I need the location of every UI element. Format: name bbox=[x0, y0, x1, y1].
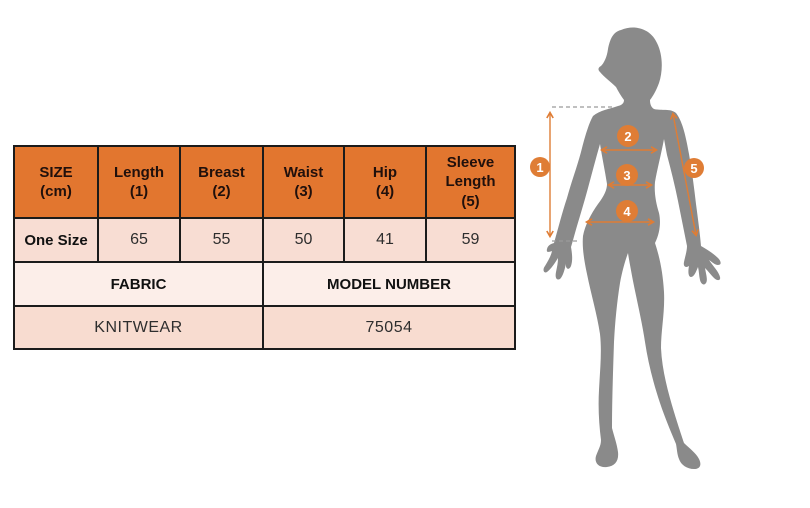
column-number: (5) bbox=[461, 192, 480, 210]
column-number: (cm) bbox=[40, 183, 72, 200]
waist-marker-number: 3 bbox=[623, 168, 630, 183]
one-size-row: One Size 65 55 50 41 59 bbox=[13, 217, 516, 263]
column-name: Breast bbox=[198, 163, 245, 181]
fabric-value-cell: KNITWEAR bbox=[13, 305, 264, 350]
size-chart-table: SIZE (cm) Length (1) Breast (2) Waist (3… bbox=[13, 145, 516, 350]
waist-marker-circle bbox=[616, 164, 638, 186]
cell-waist-value: 50 bbox=[262, 217, 345, 263]
cell-length-value: 65 bbox=[97, 217, 181, 263]
woman-silhouette bbox=[543, 27, 721, 469]
breast-marker-circle bbox=[617, 125, 639, 147]
cell-breast-value: 55 bbox=[179, 217, 264, 263]
header-sleeve-length: Sleeve Length (5) bbox=[425, 145, 516, 219]
model-number-label-cell: MODEL NUMBER bbox=[262, 261, 516, 307]
fabric-label-cell: FABRIC bbox=[13, 261, 264, 307]
column-number: (4) bbox=[375, 183, 395, 200]
measurement-length: 1 bbox=[530, 106, 612, 242]
header-size: SIZE (cm) bbox=[13, 145, 99, 219]
measurement-sleeve-length: 5 bbox=[670, 111, 704, 238]
model-number-value-cell: 75054 bbox=[262, 305, 516, 350]
column-name: Hip bbox=[372, 163, 398, 181]
column-name: SIZE bbox=[39, 163, 73, 181]
length-marker-circle bbox=[530, 157, 550, 177]
column-number: (2) bbox=[212, 183, 231, 200]
breast-marker-number: 2 bbox=[624, 129, 631, 144]
header-length: Length (1) bbox=[97, 145, 181, 219]
fabric-model-value-row: KNITWEAR 75054 bbox=[13, 305, 516, 350]
hip-marker-number: 4 bbox=[623, 204, 631, 219]
measurement-breast: 2 bbox=[599, 125, 659, 154]
sleeve-length-arrow bbox=[670, 111, 699, 238]
cell-hip-value: 41 bbox=[343, 217, 427, 263]
column-name: Sleeve Length bbox=[445, 153, 496, 191]
measurement-hip: 4 bbox=[584, 200, 656, 226]
sleeve-length-marker-number: 5 bbox=[690, 161, 697, 176]
column-number: (3) bbox=[294, 183, 313, 200]
column-name: Waist bbox=[283, 163, 324, 181]
fabric-model-label-row: FABRIC MODEL NUMBER bbox=[13, 261, 516, 307]
column-number: (1) bbox=[129, 183, 149, 200]
header-waist: Waist (3) bbox=[262, 145, 345, 219]
sleeve-length-marker-circle bbox=[684, 158, 704, 178]
column-name: Length bbox=[114, 163, 164, 181]
length-marker-number: 1 bbox=[536, 160, 543, 175]
header-row: SIZE (cm) Length (1) Breast (2) Waist (3… bbox=[13, 145, 516, 219]
hip-marker-circle bbox=[616, 200, 638, 222]
header-hip: Hip (4) bbox=[343, 145, 427, 219]
measurement-waist: 3 bbox=[606, 164, 654, 189]
cell-size-name: One Size bbox=[13, 217, 99, 263]
header-breast: Breast (2) bbox=[179, 145, 264, 219]
cell-sleeve-length-value: 59 bbox=[425, 217, 516, 263]
